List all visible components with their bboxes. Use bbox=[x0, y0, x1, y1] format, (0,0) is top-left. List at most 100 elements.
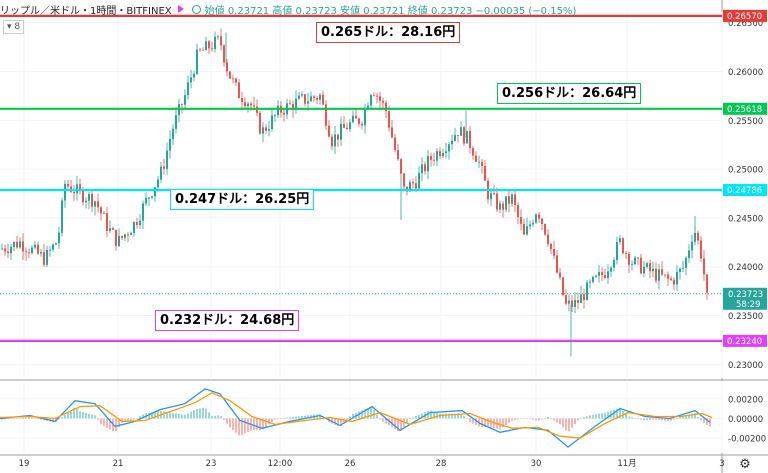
macd-histogram-bar bbox=[463, 415, 465, 419]
candle bbox=[118, 236, 120, 246]
candle bbox=[373, 94, 375, 96]
macd-histogram-bar bbox=[292, 416, 294, 419]
macd-histogram-bar bbox=[529, 418, 531, 419]
candle bbox=[136, 222, 138, 226]
candle bbox=[394, 137, 396, 151]
level-annotation[interactable]: 0.247ドル：26.25円 bbox=[170, 189, 315, 210]
y-tick-label: 0.25500 bbox=[728, 117, 763, 127]
macd-histogram-bar bbox=[259, 418, 261, 431]
candle bbox=[13, 241, 15, 247]
macd-histogram-bar bbox=[247, 418, 249, 433]
candle bbox=[229, 71, 231, 79]
macd-histogram-bar bbox=[598, 413, 600, 419]
candle bbox=[544, 223, 546, 235]
candle bbox=[259, 112, 261, 134]
macd-tick-label: 0.00200 bbox=[728, 395, 763, 405]
macd-histogram-bar bbox=[196, 409, 198, 419]
macd-histogram-bar bbox=[289, 417, 291, 419]
macd-histogram-bar bbox=[304, 415, 306, 419]
candle bbox=[547, 234, 549, 244]
macd-histogram-bar bbox=[79, 411, 81, 419]
macd-histogram-bar bbox=[634, 418, 636, 419]
level-tag-label: 0.25618 bbox=[727, 105, 762, 115]
candle bbox=[499, 203, 501, 210]
x-tick-label: 19 bbox=[19, 459, 30, 469]
macd-histogram-bar bbox=[694, 413, 696, 419]
candle bbox=[184, 95, 186, 105]
macd-histogram-bar bbox=[1, 418, 3, 420]
macd-histogram-bar bbox=[418, 414, 420, 419]
macd-histogram-bar bbox=[154, 411, 156, 419]
macd-histogram-bar bbox=[541, 418, 543, 420]
candle bbox=[325, 104, 327, 126]
candle bbox=[436, 151, 438, 161]
candle bbox=[589, 281, 591, 283]
macd-histogram-bar bbox=[406, 418, 408, 423]
candle bbox=[106, 213, 108, 231]
macd-histogram-bar bbox=[583, 417, 585, 419]
candle bbox=[139, 220, 141, 226]
candle bbox=[409, 182, 411, 192]
y-tick-label: 0.24500 bbox=[728, 214, 763, 224]
macd-histogram-bar bbox=[319, 414, 321, 419]
macd-histogram-bar bbox=[691, 413, 693, 419]
macd-histogram-bar bbox=[646, 418, 648, 421]
level-annotation[interactable]: 0.265ドル：28.16円 bbox=[316, 22, 461, 43]
x-tick-label: 30 bbox=[531, 459, 542, 469]
candle bbox=[385, 102, 387, 112]
candle bbox=[346, 127, 348, 130]
candle bbox=[613, 259, 615, 268]
candle bbox=[349, 122, 351, 130]
macd-histogram-bar bbox=[394, 418, 396, 430]
macd-histogram-bar bbox=[433, 411, 435, 419]
macd-histogram-bar bbox=[301, 415, 303, 419]
flag-icon[interactable] bbox=[177, 5, 184, 13]
macd-histogram-bar bbox=[169, 412, 171, 419]
macd-histogram-bar bbox=[67, 412, 69, 419]
macd-histogram-bar bbox=[280, 418, 282, 419]
candle bbox=[400, 159, 402, 174]
candle bbox=[562, 277, 564, 296]
macd-histogram-bar bbox=[61, 417, 63, 419]
candle bbox=[1, 248, 3, 250]
candle bbox=[220, 36, 222, 46]
level-annotation[interactable]: 0.256ドル：26.64円 bbox=[497, 83, 642, 104]
last-price-tag bbox=[723, 287, 767, 310]
macd-histogram-bar bbox=[199, 408, 201, 419]
level-annotation[interactable]: 0.232ドル：24.68円 bbox=[155, 310, 300, 331]
gear-icon[interactable]: ⚙ bbox=[739, 457, 751, 472]
candle bbox=[46, 249, 48, 265]
candle bbox=[598, 272, 600, 276]
candle bbox=[130, 233, 132, 236]
candle bbox=[526, 226, 528, 235]
macd-histogram-bar bbox=[631, 417, 633, 419]
candle bbox=[652, 268, 654, 272]
macd-histogram-bar bbox=[295, 416, 297, 419]
candle bbox=[193, 73, 195, 78]
macd-histogram-bar bbox=[4, 418, 6, 420]
macd-histogram-bar bbox=[358, 411, 360, 419]
candle bbox=[49, 249, 51, 251]
y-tick-label: 0.25000 bbox=[728, 166, 763, 176]
macd-histogram-bar bbox=[340, 418, 342, 426]
macd-histogram-bar bbox=[535, 418, 537, 421]
macd-histogram-bar bbox=[37, 418, 39, 419]
macd-histogram-bar bbox=[388, 418, 390, 426]
macd-histogram-bar bbox=[670, 418, 672, 421]
candle bbox=[604, 274, 606, 278]
macd-histogram-bar bbox=[133, 418, 135, 420]
macd-histogram-bar bbox=[448, 413, 450, 419]
candle bbox=[205, 41, 207, 51]
macd-histogram-bar bbox=[697, 416, 699, 419]
symbol-title: リップル／米ドル・1時間・BITFINEX bbox=[0, 5, 172, 17]
candle bbox=[340, 123, 342, 140]
candle bbox=[148, 197, 150, 199]
macd-histogram-bar bbox=[172, 412, 174, 419]
macd-histogram-bar bbox=[232, 418, 234, 431]
candle bbox=[97, 201, 99, 208]
candle bbox=[631, 264, 633, 265]
candle bbox=[520, 216, 522, 224]
collapse-toggle[interactable]: ▾ 8 bbox=[3, 20, 25, 34]
candle bbox=[457, 135, 459, 136]
